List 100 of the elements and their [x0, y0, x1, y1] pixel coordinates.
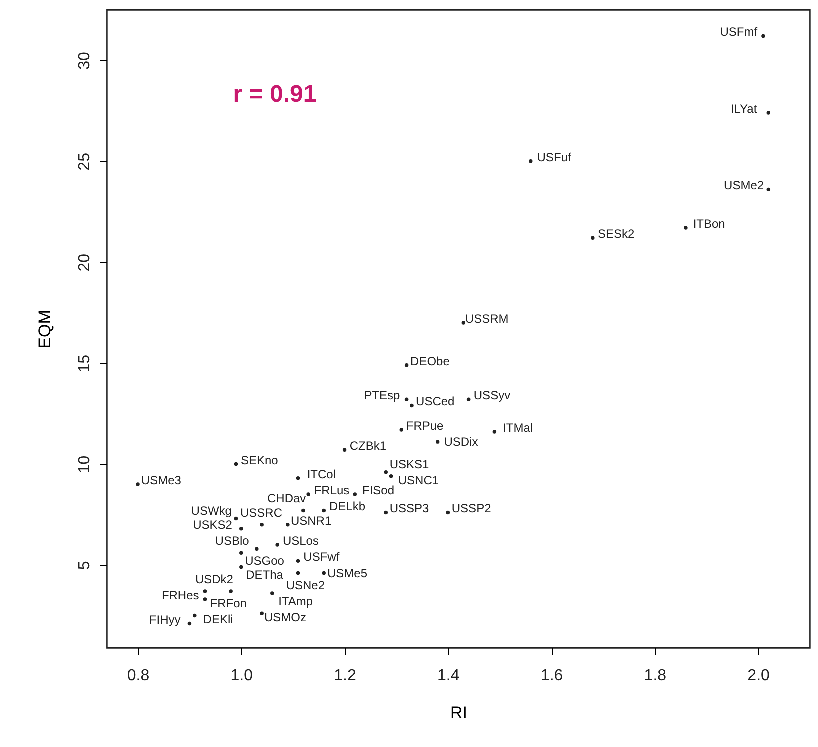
- x-tick-label: 1.4: [438, 668, 460, 684]
- point: [766, 188, 771, 192]
- data-label: DEObe: [410, 354, 450, 368]
- data-label: FRLus: [314, 484, 350, 498]
- data-label: USNC1: [398, 473, 440, 488]
- x-tick-label: 1.2: [334, 668, 356, 684]
- data-label: USSRM: [465, 312, 509, 326]
- data-label: USDix: [444, 435, 478, 450]
- annotation: r = 0.91: [233, 81, 317, 108]
- point: [260, 522, 264, 527]
- point: [342, 448, 347, 452]
- data-label: DEKli: [203, 612, 234, 627]
- point: [466, 398, 471, 402]
- point: [255, 547, 259, 551]
- data-label: ITCol: [307, 467, 336, 482]
- x-tick-label: 1.0: [230, 668, 254, 684]
- point: [296, 476, 300, 480]
- point: [684, 226, 688, 230]
- point: [400, 428, 404, 432]
- point: [436, 440, 440, 444]
- data-label: FISod: [362, 484, 395, 498]
- point: [296, 559, 300, 564]
- data-label: ITAmp: [278, 594, 314, 608]
- y-axis-title: EQM: [36, 310, 54, 349]
- y-tick-label: 10: [76, 456, 94, 474]
- data-label: USKS1: [390, 457, 430, 472]
- data-label: CZBk1: [350, 439, 387, 454]
- data-label: USSP2: [452, 502, 492, 516]
- data-label: USGoo: [245, 554, 285, 568]
- data-label: USMe5: [327, 566, 368, 580]
- x-tick-label: 0.8: [127, 668, 150, 684]
- data-label: USSP3: [390, 502, 430, 516]
- y-tick-label: 20: [76, 254, 94, 272]
- point: [240, 565, 244, 570]
- point: [296, 571, 300, 576]
- data-label: USLos: [282, 534, 319, 548]
- y-tick-label: 5: [76, 561, 94, 570]
- y-tick-label: 15: [76, 354, 94, 373]
- data-label: USBlo: [215, 534, 250, 548]
- point: [766, 111, 771, 115]
- point: [322, 508, 326, 513]
- data-label: USSyv: [474, 388, 511, 403]
- point: [446, 510, 450, 515]
- point: [404, 398, 409, 402]
- data-label: USNe2: [286, 578, 326, 592]
- data-label: USDk2: [195, 572, 234, 586]
- point: [353, 492, 357, 496]
- data-label: ITMal: [503, 420, 534, 435]
- data-label: CHDav: [267, 492, 306, 506]
- point: [240, 527, 244, 531]
- data-label: USWkg: [191, 504, 232, 518]
- point: [240, 551, 244, 555]
- point: [389, 474, 394, 478]
- data-label: SEKno: [240, 453, 279, 468]
- point: [384, 510, 388, 515]
- data-label: FIHyy: [149, 612, 181, 627]
- point: [302, 508, 306, 513]
- point: [762, 34, 766, 38]
- point: [462, 321, 466, 325]
- point: [193, 614, 197, 618]
- point: [591, 236, 595, 240]
- data-label: ITBon: [693, 217, 726, 232]
- point: [410, 404, 414, 408]
- y-tick-label: 30: [76, 52, 94, 70]
- data-label: FRFon: [210, 596, 247, 611]
- point: [260, 612, 264, 616]
- data-label: USFuf: [537, 150, 572, 164]
- data-label: USMOz: [264, 610, 306, 625]
- point: [528, 160, 533, 164]
- point: [229, 590, 233, 594]
- data-label: ILYat: [730, 102, 758, 116]
- point: [136, 482, 140, 486]
- data-label: USMe2: [724, 178, 764, 193]
- x-axis-title: RI: [450, 704, 468, 722]
- data-label: FRPue: [406, 418, 444, 433]
- data-label: DELkb: [329, 500, 366, 514]
- data-label: PTEsp: [364, 388, 401, 403]
- data-label: USCed: [416, 394, 455, 409]
- point: [188, 622, 192, 626]
- point: [234, 462, 238, 466]
- point: [286, 522, 290, 527]
- x-tick-label: 1.8: [644, 668, 667, 684]
- x-tick-label: 1.6: [540, 668, 564, 684]
- point: [404, 363, 409, 368]
- point: [203, 598, 208, 602]
- point: [492, 430, 497, 434]
- data-label: SESk2: [598, 227, 635, 242]
- data-label: USSRC: [240, 506, 283, 520]
- data-label: USFmf: [720, 25, 758, 40]
- point: [306, 492, 310, 496]
- y-tick-label: 25: [76, 152, 94, 171]
- data-label: USMe3: [141, 473, 182, 488]
- data-label: FRHes: [162, 588, 200, 602]
- point: [276, 543, 280, 547]
- point: [234, 516, 238, 521]
- data-label: USFwf: [304, 550, 340, 564]
- x-tick-label: 2.0: [748, 668, 770, 684]
- point: [270, 592, 274, 596]
- data-label: USKS2: [193, 518, 233, 532]
- point: [203, 590, 208, 594]
